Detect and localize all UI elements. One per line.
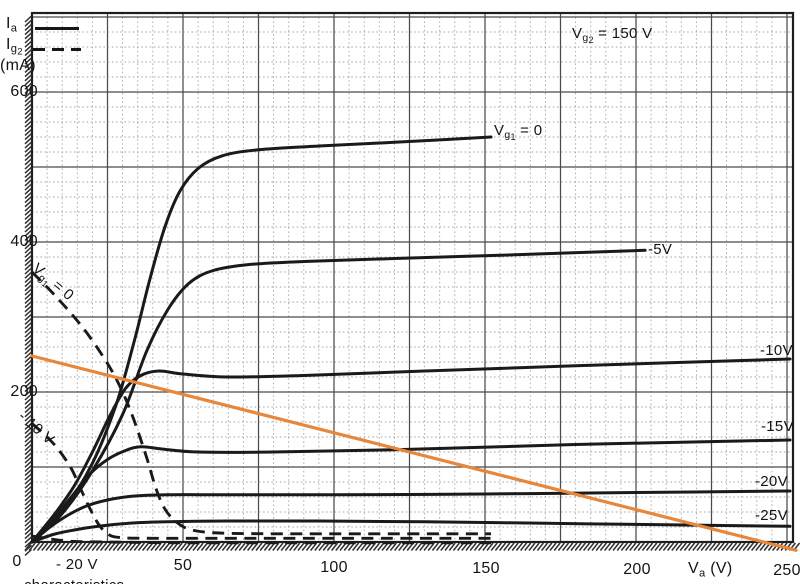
- curve-ig2-vg1-0: [30, 270, 491, 536]
- curve-label-minus20: -20V: [755, 473, 788, 490]
- curve-ia-vg1--10: [30, 357, 792, 544]
- curve-ig2-vg1--10: [31, 422, 491, 540]
- curve-label-vg1-0: Vg1 = 0: [494, 122, 543, 143]
- legend-ia-line-key: [35, 27, 79, 30]
- y-tick-600: 600: [10, 83, 38, 100]
- x-tick-250: 250: [773, 562, 800, 579]
- curve-ia-vg1--25: [30, 519, 792, 544]
- curve-label-minus5: -5V: [648, 241, 673, 258]
- legend-ia-label: Ia: [6, 15, 18, 35]
- x-axis-title: Va (V): [688, 560, 733, 580]
- x-tick-100: 100: [320, 559, 348, 576]
- dashed-curve-label-minus20: - 20 V: [56, 556, 98, 573]
- caption-cropped: characteristics: [24, 577, 124, 584]
- legend-ig2-label: Ig2: [6, 36, 23, 58]
- legend-ig2-line-key: [33, 48, 81, 51]
- x-tick-0: 0: [12, 553, 22, 570]
- x-tick-200: 200: [623, 561, 651, 578]
- x-tick-50: 50: [173, 557, 193, 574]
- curve-ia-vg1-0: [30, 135, 493, 544]
- curve-label-minus15: -15V: [761, 418, 794, 435]
- y-axis-unit-label: (mA): [0, 57, 36, 74]
- screen-grid-voltage-note: Vg2 = 150 V: [572, 25, 653, 46]
- y-tick-200: 200: [10, 383, 38, 400]
- curve-label-minus25: -25V: [755, 507, 788, 524]
- curve-ia-vg1--5: [30, 248, 647, 544]
- load-line: [30, 354, 798, 552]
- y-tick-400: 400: [10, 233, 38, 250]
- curve-ia-vg1--15: [30, 438, 792, 544]
- curve-ig2-vg1--20: [31, 534, 491, 545]
- x-tick-150: 150: [472, 560, 500, 577]
- curve-label-minus10: -10V: [760, 342, 793, 359]
